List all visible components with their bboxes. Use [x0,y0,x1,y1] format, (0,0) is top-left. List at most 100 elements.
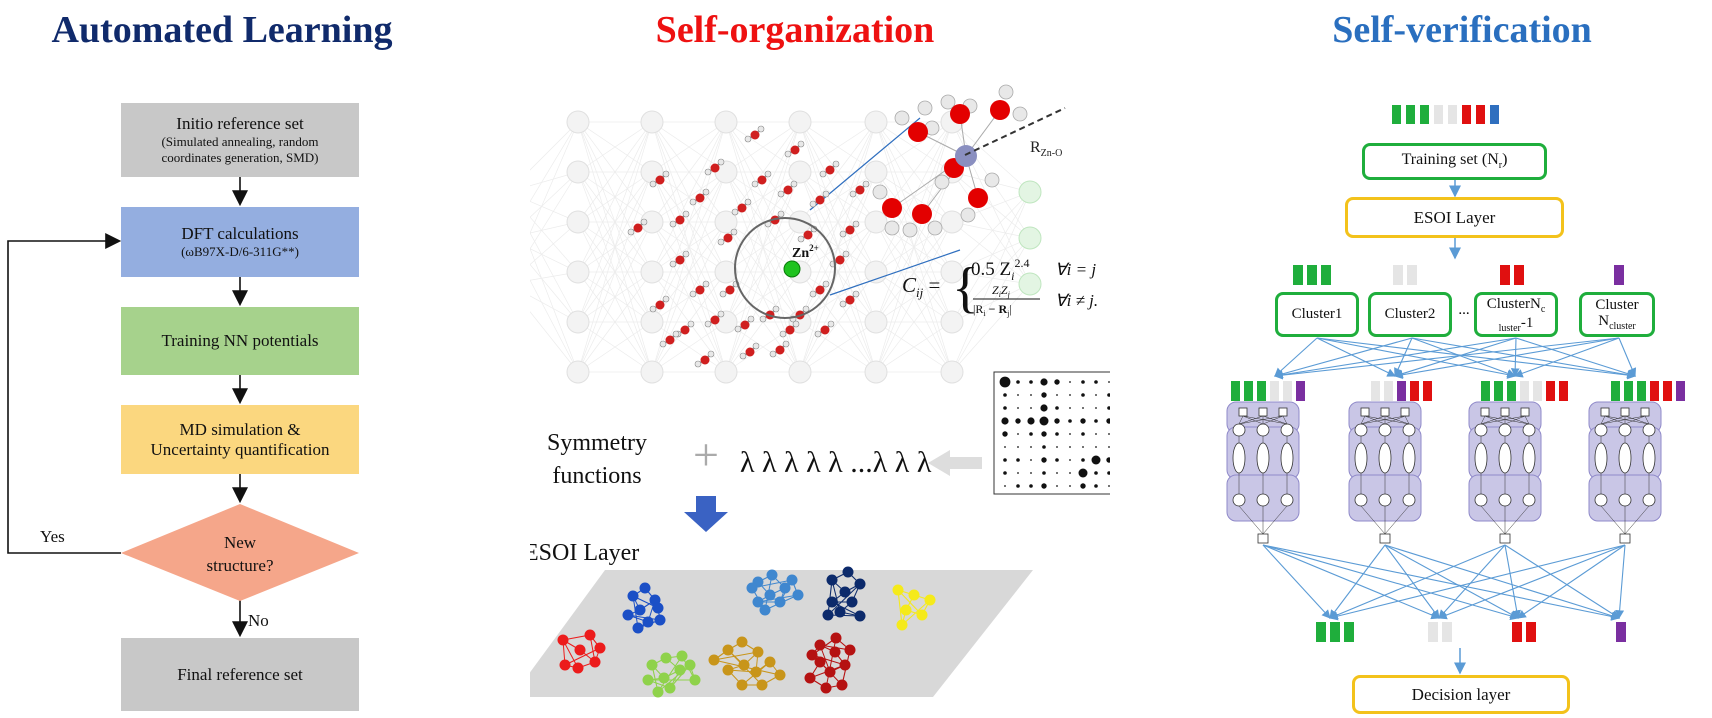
matrix-dot [1056,485,1058,487]
network-edge [1238,415,1284,425]
hidden-node [1256,493,1270,507]
zn-label: Zn2+ [792,243,819,261]
cluster-atom [764,656,776,668]
molecular-cluster [892,584,936,631]
network-edge [1484,415,1506,425]
fan-arrow [1328,544,1626,621]
training-set-box: Training set (Nr) [1362,143,1547,180]
cluster-atom [722,644,734,656]
zoom-hydrogen [927,220,943,236]
nn-connection [577,171,653,373]
color-bar-green [1420,105,1429,124]
cluster-atom [830,632,842,644]
nn-connection [799,121,877,373]
matrix-dot [1041,431,1047,437]
oxygen-atom [815,285,825,295]
nn-node [864,160,888,184]
lambda-sequence: λ λ λ λ λ ...λ λ λ [740,446,932,479]
nn-node [864,360,888,384]
fan-arrow [1393,337,1517,378]
cluster-atom [658,672,670,684]
cluster-atom [908,589,920,601]
right-panel-title: Self-verification [1332,9,1592,51]
cluster-atom [627,590,639,602]
zoom-hydrogen [872,184,888,200]
initio-subtitle: (Simulated annealing, random coordinates… [161,133,319,165]
network-edge [1282,415,1288,425]
hydrogen-atom [659,340,667,348]
color-bar-red [1559,381,1568,401]
color-bar-green [1330,622,1340,642]
nn-node [566,210,590,234]
cluster-atom [646,659,658,671]
network-edge [1480,415,1486,425]
nn-node [640,310,664,334]
hydrogen-atom [852,220,860,228]
nn-node [788,210,812,234]
molecular-cluster [622,582,666,634]
cluster-atom [652,686,664,698]
nn-connection [951,237,1031,373]
cluster-last-line1: Cluster [1595,296,1639,313]
zoom-hydrogen [998,84,1014,100]
oxygen-atom [785,325,795,335]
fan-arrow [1393,337,1620,380]
nn-connection [577,121,653,273]
fan-arrow [1384,544,1440,619]
fan-arrow [1411,337,1637,380]
nn-node [714,260,738,284]
cluster-network [1588,401,1662,544]
matrix-dot [1017,472,1019,474]
cluster-last-line2: Ncluster [1598,313,1636,333]
oxygen-atom [723,233,733,243]
matrix-dot [1054,418,1060,424]
cluster-atom [689,674,701,686]
matrix-dot [1081,393,1085,397]
zoom-hydrogen [1012,106,1028,122]
cluster-atom [792,589,804,601]
fan-arrow [1262,544,1441,620]
network-edge [1360,505,1386,535]
hydrogen-atom [649,305,657,313]
fan-arrow [1328,544,1506,620]
cluster-bond [825,637,837,689]
water-molecule [717,228,738,246]
color-bar-green [1611,381,1620,401]
nn-node [714,210,738,234]
zoom-oxygen [912,204,932,224]
hydrogen-atom [717,238,725,246]
network-edge [1504,415,1530,425]
network-edge [1262,505,1288,535]
hydrogen-atom [822,280,830,288]
oxygen-atom [655,300,665,310]
cluster-bond [827,583,861,616]
matrix-dot [1042,445,1046,449]
matrix-dot [1017,407,1019,409]
cluster-atom [722,664,734,676]
training-nn-box: Training NN potentials [121,307,359,375]
hydrogen-atom [704,320,712,328]
network-to-output-arrows [1262,544,1626,621]
oxygen-atom [835,255,845,265]
color-bar-green [1481,381,1490,401]
matrix-dot [1039,416,1049,426]
hydrogen-atom [802,305,810,313]
nn-connection [875,121,953,273]
nn-connection [577,321,653,373]
coulomb-matrix-dots [999,376,1110,489]
hidden-node [1232,442,1246,474]
fan-arrow [1316,337,1637,380]
hydrogen-atom [862,180,870,188]
hydrogen-atom [842,250,850,258]
hydrogen-atom [702,280,710,288]
molecular-cluster [746,569,804,616]
hydrogen-atom [739,352,747,360]
zoom-oxygen [950,104,970,124]
cluster-atom [766,569,778,581]
color-bar-light [1270,381,1279,401]
cluster-atom [892,584,904,596]
hydrogen-atom [827,320,835,328]
zoom-oxygen [968,188,988,208]
fan-arrow [1437,544,1626,620]
nn-node [864,310,888,334]
